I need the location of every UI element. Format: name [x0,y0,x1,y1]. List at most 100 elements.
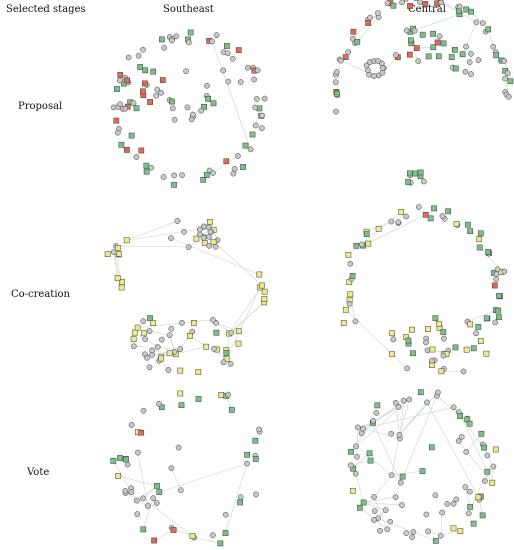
network-southeast-vote [110,390,263,547]
proposal-node-green [452,46,458,53]
participant-node [135,449,141,456]
proposal-node-yellow [187,333,193,339]
participant-node [463,449,470,455]
network-edge [142,498,195,538]
participant-node [406,396,413,403]
participant-node [352,318,359,325]
network-edge [357,16,379,43]
participant-node [247,146,254,153]
proposal-node-green [334,90,340,97]
proposal-node-green [356,504,363,511]
proposal-node-yellow [453,220,460,227]
proposal-node-yellow [140,330,147,337]
proposal-node-green [249,131,256,138]
header-central: Central [408,4,446,15]
participant-node [358,241,365,248]
proposal-node-red [170,527,177,533]
participant-node [490,463,497,470]
proposal-node-yellow [115,473,121,479]
network-edge [399,392,439,435]
proposal-node-green [143,168,150,175]
participant-node [179,319,185,326]
network-edge [116,245,189,248]
proposal-node-green [252,437,259,444]
participant-node [168,325,175,332]
network-edge [208,236,263,286]
participant-node [396,431,403,438]
proposal-node-red [142,80,148,87]
participant-node [382,507,389,513]
network-edge [467,309,496,322]
participant-node [424,399,430,406]
proposal-node-red [422,211,429,218]
proposal-node-yellow [158,355,165,362]
proposal-node-yellow [259,282,265,289]
proposal-node-green [366,450,373,457]
participant-node [209,38,215,45]
proposal-node-yellow [134,324,141,331]
proposal-node-yellow [119,279,125,285]
participant-node [211,345,217,352]
proposal-node-green [187,29,194,36]
participant-node [432,492,439,499]
participant-node [417,0,423,6]
participant-node [502,75,509,82]
proposal-node-green [210,100,217,107]
participant-node [228,329,235,336]
participant-node [384,0,391,7]
participant-node [171,349,178,355]
network-edge [440,512,443,536]
network-edge [399,399,410,435]
participant-node [209,532,216,538]
proposal-node-green [133,105,140,112]
proposal-node-green [237,499,243,506]
participant-node [156,400,162,407]
proposal-node-yellow [130,336,137,343]
network-southeast-proposal [110,29,268,188]
participant-node [185,244,192,250]
participant-node [373,410,380,416]
proposal-node-yellow [425,326,431,332]
participant-node [482,478,488,484]
network-edge [118,475,158,487]
participant-node [435,389,441,396]
network-edge [426,402,479,498]
participant-node [197,231,203,238]
network-edge [231,302,265,333]
proposal-node-green [140,526,147,533]
participant-node [439,213,446,219]
participant-node [462,484,469,490]
participant-node [161,44,168,51]
participant-node [494,266,501,273]
proposal-node-green [419,468,426,474]
proposal-node-green [417,169,424,176]
participant-node [153,500,160,506]
participant-node [259,125,265,131]
proposal-node-green [467,503,473,510]
participant-node [261,95,268,102]
proposal-node-green [448,54,455,60]
proposal-node-yellow [463,346,470,353]
network-edge [462,22,477,55]
participant-node [378,60,385,67]
proposal-node-yellow [467,321,474,328]
proposal-node-yellow [116,250,122,257]
participant-node [131,343,137,350]
participant-node [428,357,435,364]
participant-node [423,511,430,518]
participant-node [390,336,397,343]
proposal-node-green [496,292,502,299]
participant-node [158,89,164,96]
participant-node [252,122,259,129]
proposal-node-yellow [150,320,157,326]
participant-node [395,404,402,410]
participant-node [231,165,238,172]
participant-node [198,107,205,114]
proposal-node-green [159,36,165,43]
participant-node [403,530,410,537]
participant-node [135,52,142,59]
network-edge [363,502,403,506]
network-edge [194,537,221,544]
proposal-node-green [118,141,125,148]
proposal-node-green [244,451,250,458]
